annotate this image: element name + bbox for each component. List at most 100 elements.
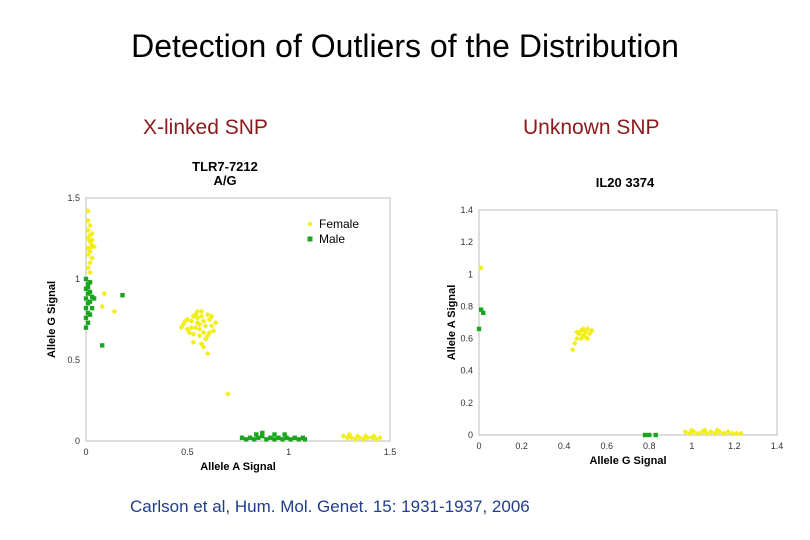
- data-point-male: [264, 437, 269, 442]
- data-point-male: [252, 437, 257, 442]
- data-point-female: [196, 321, 203, 328]
- data-point-female: [569, 346, 576, 353]
- data-point-male: [260, 433, 265, 439]
- data-point-male: [254, 432, 259, 437]
- x-tick-label: 1: [689, 441, 694, 451]
- data-point-male: [284, 435, 289, 440]
- data-point-female: [210, 328, 217, 334]
- x-tick-label: 0.8: [643, 441, 656, 451]
- data-point-male: [647, 432, 652, 438]
- data-point-female: [190, 313, 197, 320]
- legend-marker-male: [307, 236, 313, 242]
- legend-label-female: Female: [319, 217, 359, 231]
- x-tick-label: 0.5: [181, 447, 194, 457]
- data-point-female: [111, 308, 118, 315]
- y-tick-label: 0.8: [460, 301, 473, 311]
- data-point-male: [239, 435, 245, 440]
- data-point-female: [354, 433, 361, 439]
- x-tick-label: 1.4: [771, 441, 784, 451]
- unknown-snp-label: Unknown SNP: [523, 116, 660, 139]
- x-tick-label: 1: [286, 447, 291, 457]
- data-point-male: [83, 305, 89, 311]
- data-point-female: [190, 339, 197, 346]
- data-point-female: [186, 329, 193, 336]
- x-tick-label: 1.5: [384, 447, 397, 457]
- chart-title: IL20 3374: [596, 175, 655, 190]
- x-linked-snp-label: X-linked SNP: [143, 116, 268, 139]
- data-point-female: [196, 332, 203, 339]
- data-point-male: [83, 276, 89, 282]
- data-point-female: [225, 391, 231, 397]
- y-tick-label: 0.4: [460, 366, 473, 376]
- y-axis-label: Allele A Signal: [446, 285, 458, 361]
- data-point-male: [272, 432, 277, 437]
- data-point-female: [346, 431, 353, 438]
- data-point-female: [208, 323, 215, 329]
- data-point-male: [85, 320, 91, 325]
- data-point-female: [340, 433, 347, 439]
- data-point-female: [204, 350, 211, 357]
- data-point-female: [737, 430, 744, 437]
- y-tick-label: 0: [468, 430, 473, 440]
- x-tick-label: 0.4: [558, 441, 571, 451]
- data-point-female: [188, 318, 195, 324]
- data-point-female: [588, 327, 595, 334]
- data-point-female: [204, 311, 211, 318]
- citation: Carlson et al, Hum. Mol. Genet. 15: 1931…: [130, 497, 530, 516]
- data-point-female: [182, 318, 189, 324]
- data-point-male: [120, 293, 125, 298]
- data-point-male: [100, 343, 105, 348]
- data-point-female: [99, 303, 106, 310]
- data-point-female: [198, 308, 205, 315]
- data-point-female: [87, 245, 93, 252]
- x-tick-label: 0: [476, 441, 481, 451]
- data-point-female: [202, 336, 209, 342]
- legend-label-male: Male: [319, 232, 345, 246]
- y-tick-label: 0: [75, 436, 80, 446]
- data-point-female: [377, 434, 383, 441]
- data-point-male: [642, 432, 648, 438]
- il20-scatter-chart: IL20 3374 0 0.2 0.4 0.6 0.8 1 1.2 1.4 0 0.2 0.4 0.6 0…: [446, 175, 784, 467]
- data-point-female: [190, 331, 197, 337]
- data-point-female: [202, 323, 209, 329]
- data-point-female: [89, 237, 95, 243]
- data-point-male: [83, 325, 89, 330]
- data-point-male: [243, 437, 249, 442]
- data-point-female: [729, 430, 736, 437]
- data-point-female: [689, 427, 695, 434]
- data-point-female: [85, 251, 91, 258]
- data-point-male: [83, 296, 89, 301]
- y-tick-label: 1.5: [67, 193, 80, 203]
- y-tick-label: 1: [468, 269, 473, 279]
- data-point-female: [194, 315, 201, 321]
- data-point-female: [178, 324, 185, 331]
- y-tick-label: 0.5: [67, 355, 80, 365]
- y-tick-label: 1.4: [460, 205, 473, 215]
- data-point-male: [260, 430, 265, 436]
- data-point-male: [268, 435, 273, 440]
- data-point-male: [272, 437, 277, 442]
- x-tick-label: 0.2: [515, 441, 528, 451]
- data-point-male: [85, 284, 91, 290]
- data-point-female: [200, 318, 207, 324]
- y-tick-label: 1: [75, 274, 80, 284]
- data-point-male: [292, 435, 297, 440]
- data-point-female: [725, 428, 731, 435]
- data-point-female: [578, 335, 584, 342]
- data-point-male: [276, 435, 281, 440]
- data-point-female: [196, 326, 203, 333]
- x-tick-label: 0.6: [600, 441, 613, 451]
- plot-area: [85, 197, 391, 442]
- data-point-male: [302, 437, 308, 442]
- data-point-male: [91, 296, 97, 301]
- data-point-male: [87, 280, 93, 285]
- data-point-female: [206, 329, 213, 336]
- data-point-male: [280, 437, 285, 442]
- x-tick-label: 0: [83, 447, 88, 457]
- data-point-female: [87, 222, 93, 229]
- data-point-female: [714, 427, 721, 434]
- y-tick-label: 0.2: [460, 398, 473, 408]
- data-point-male: [83, 315, 89, 321]
- data-point-female: [584, 335, 591, 342]
- data-point-male: [481, 310, 486, 316]
